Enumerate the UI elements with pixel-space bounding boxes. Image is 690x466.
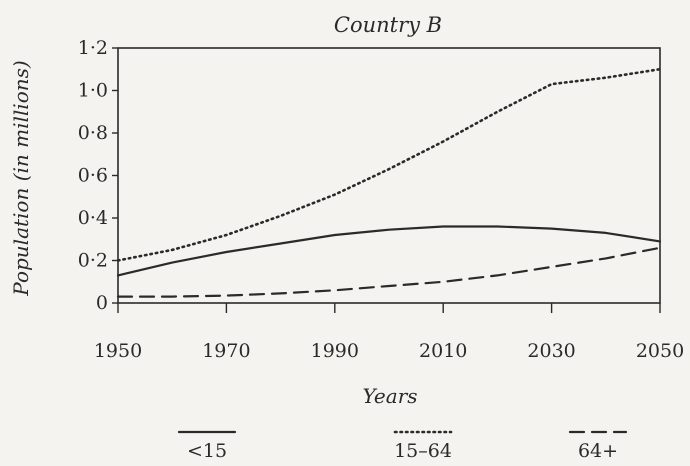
series-line-1 — [116, 67, 662, 262]
legend: <15 15–64 64+ — [177, 430, 628, 462]
y-tick-label: 0·4 — [78, 207, 108, 229]
series-line-0 — [116, 225, 662, 277]
legend-label: <15 — [187, 440, 227, 462]
chart-title: Country B — [334, 13, 442, 37]
x-tick-label: 1950 — [94, 340, 142, 362]
y-tick-label: 1·0 — [78, 80, 108, 102]
x-tick-label: 2050 — [636, 340, 684, 362]
y-tick-label: 0·8 — [78, 122, 108, 144]
y-tick-label: 0·2 — [78, 250, 108, 272]
y-axis-title: Population (in millions) — [9, 60, 33, 296]
y-tick-label: 0·6 — [78, 165, 108, 187]
legend-label: 15–64 — [394, 440, 452, 462]
y-tick-label: 1·2 — [78, 37, 108, 59]
x-tick-label: 1970 — [202, 340, 250, 362]
x-tick-label: 2030 — [527, 340, 575, 362]
x-axis-title: Years — [362, 384, 417, 408]
y-tick-label: 0 — [96, 292, 108, 314]
series-line-2 — [116, 246, 662, 298]
legend-label: 64+ — [578, 440, 618, 462]
x-tick-label: 1990 — [311, 340, 359, 362]
x-tick-label: 2010 — [419, 340, 467, 362]
plot-area-frame — [117, 47, 661, 304]
